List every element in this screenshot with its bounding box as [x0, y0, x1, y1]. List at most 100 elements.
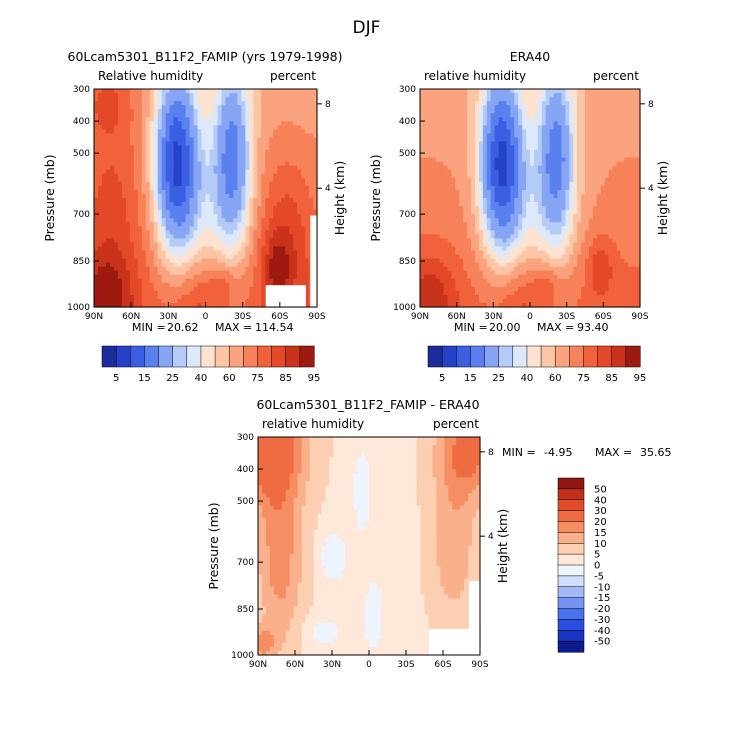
heatmap-cell: [181, 262, 187, 268]
heatmap-cell: [459, 165, 464, 171]
heatmap-cell: [189, 226, 195, 231]
heatmap-cell: [173, 210, 179, 215]
heatmap-cell: [245, 185, 250, 191]
heatmap-cell: [588, 125, 594, 130]
heatmap-cell: [217, 177, 223, 183]
heatmap-cell: [541, 177, 547, 183]
heatmap-cell: [217, 161, 223, 167]
heatmap-cell: [221, 161, 227, 167]
heatmap-cell: [447, 165, 453, 171]
heatmap-cell: [443, 189, 449, 195]
heatmap-cell: [604, 121, 610, 126]
heatmap-cell: [185, 161, 191, 167]
heatmap-cell: [137, 109, 143, 114]
heatmap-cell: [569, 133, 574, 139]
heatmap-cell: [518, 141, 523, 147]
heatmap-cell: [177, 238, 183, 244]
heatmap-cell: [193, 246, 199, 252]
heatmap-cell: [581, 177, 586, 183]
heatmap-cell: [301, 93, 306, 98]
heatmap-cell: [514, 145, 519, 151]
heatmap-cell: [141, 145, 147, 151]
heatmap-cell: [522, 185, 527, 191]
heatmap-cell: [596, 105, 602, 110]
heatmap-cell: [443, 137, 449, 143]
heatmap-cell: [514, 202, 519, 207]
heatmap-cell: [309, 117, 314, 122]
heatmap-cell: [285, 161, 290, 167]
heatmap-cell: [217, 222, 223, 227]
heatmap-cell: [427, 157, 433, 163]
heatmap-cell: [577, 101, 582, 106]
heatmap-cell: [577, 141, 582, 147]
heatmap-cell: [506, 193, 511, 199]
heatmap-cell: [245, 121, 250, 126]
heatmap-cell: [604, 210, 610, 215]
heatmap-cell: [459, 137, 464, 143]
heatmap-cell: [463, 214, 468, 219]
heatmap-cell: [285, 202, 290, 207]
heatmap-cell: [285, 157, 290, 163]
heatmap-cell: [137, 153, 143, 159]
heatmap-cell: [97, 185, 103, 191]
heatmap-cell: [490, 137, 496, 143]
heatmap-cell: [113, 282, 119, 288]
heatmap-cell: [113, 181, 119, 187]
heatmap-cell: [518, 202, 523, 207]
heatmap-cell: [612, 137, 618, 143]
heatmap-cell: [592, 177, 598, 183]
heatmap-cell: [149, 242, 155, 248]
heatmap-cell: [612, 133, 618, 139]
heatmap-cell: [169, 206, 175, 211]
heatmap-cell: [309, 97, 314, 102]
heatmap-cell: [475, 145, 480, 151]
heatmap-cell: [526, 129, 531, 135]
heatmap-cell: [596, 198, 602, 203]
heatmap-cell: [245, 93, 250, 98]
heatmap-cell: [494, 161, 500, 167]
heatmap-cell: [636, 177, 641, 183]
heatmap-cell: [229, 133, 234, 139]
heatmap-cell: [549, 105, 555, 110]
heatmap-cell: [482, 129, 488, 135]
heatmap-cell: [530, 145, 535, 151]
heatmap-cell: [463, 181, 468, 187]
heatmap-cell: [628, 193, 633, 199]
heatmap-cell: [97, 113, 103, 118]
heatmap-cell: [423, 149, 429, 155]
heatmap-cell: [293, 270, 298, 276]
heatmap-cell: [585, 89, 590, 94]
heatmap-cell: [201, 222, 207, 227]
heatmap-cell: [149, 290, 155, 296]
heatmap-cell: [510, 149, 515, 155]
heatmap-cell: [94, 109, 99, 114]
heatmap-cell: [253, 101, 258, 106]
heatmap-cell: [169, 234, 175, 239]
heatmap-cell: [245, 149, 250, 155]
heatmap-cell: [249, 113, 254, 118]
heatmap-cell: [225, 109, 230, 114]
heatmap-cell: [518, 210, 523, 215]
heatmap-cell: [141, 121, 147, 126]
heatmap-cell: [205, 97, 211, 102]
heatmap-cell: [121, 145, 127, 151]
heatmap-cell: [486, 202, 492, 207]
heatmap-cell: [201, 113, 207, 118]
heatmap-cell: [141, 238, 147, 244]
heatmap-cell: [612, 206, 618, 211]
heatmap-cell: [257, 286, 262, 292]
heatmap-cell: [169, 262, 175, 268]
heatmap-cell: [94, 278, 99, 284]
heatmap-cell: [177, 226, 183, 231]
heatmap-cell: [189, 93, 195, 98]
heatmap-cell: [293, 218, 298, 223]
heatmap-cell: [604, 185, 610, 191]
heatmap-cell: [553, 189, 559, 195]
heatmap-cell: [237, 97, 242, 102]
heatmap-cell: [600, 214, 606, 219]
heatmap-cell: [293, 149, 298, 155]
heatmap-cell: [636, 185, 641, 191]
heatmap-cell: [549, 206, 555, 211]
heatmap-cell: [522, 173, 527, 179]
heatmap-cell: [237, 137, 242, 143]
